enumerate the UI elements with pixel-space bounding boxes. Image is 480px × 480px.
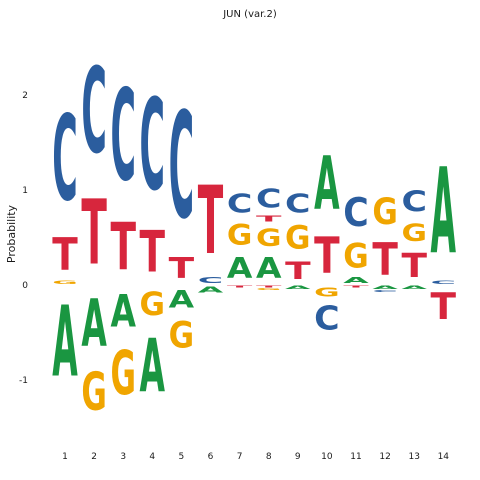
letter-t: T xyxy=(372,233,398,285)
x-tick-label: 6 xyxy=(208,452,214,462)
letter-c: C xyxy=(81,44,106,181)
letter-a: A xyxy=(285,285,312,290)
letter-g: G xyxy=(256,288,281,291)
y-tick-label: 2 xyxy=(22,91,28,101)
letter-t: T xyxy=(169,252,195,285)
letter-a: A xyxy=(81,286,107,362)
letter-a: A xyxy=(343,276,369,285)
letter-t: T xyxy=(256,214,282,223)
letter-a: A xyxy=(372,285,399,290)
letter-g: G xyxy=(343,236,369,276)
letter-a: A xyxy=(140,324,166,409)
y-axis-label: Probability xyxy=(5,204,18,263)
letter-c: C xyxy=(110,62,135,209)
x-tick-label: 10 xyxy=(321,452,333,462)
letter-c: C xyxy=(285,189,310,219)
letter-g: G xyxy=(52,280,78,285)
letter-t: T xyxy=(52,228,78,280)
letter-a: A xyxy=(431,144,457,280)
letter-c: C xyxy=(198,276,223,285)
x-tick-label: 5 xyxy=(179,452,185,462)
y-tick-label: -1 xyxy=(19,376,28,386)
letter-c: C xyxy=(372,290,397,293)
x-tick-label: 3 xyxy=(120,452,126,462)
letter-c: C xyxy=(314,300,340,338)
letter-g: G xyxy=(256,223,281,252)
x-tick-label: 11 xyxy=(350,452,361,462)
letter-a: A xyxy=(256,252,282,285)
letter-t: T xyxy=(256,285,281,288)
letter-c: C xyxy=(256,185,281,215)
chart-title: JUN (var.2) xyxy=(222,9,277,20)
x-tick-label: 2 xyxy=(91,452,97,462)
letter-g: G xyxy=(285,220,310,257)
letter-c: C xyxy=(431,280,457,285)
letter-t: T xyxy=(343,285,368,288)
letter-t: T xyxy=(431,285,457,328)
letter-c: C xyxy=(52,91,77,228)
letter-t: T xyxy=(198,166,224,275)
letter-g: G xyxy=(81,363,106,424)
letter-c: C xyxy=(140,71,165,218)
letter-a: A xyxy=(110,287,136,338)
letter-t: T xyxy=(285,258,311,286)
letter-c: C xyxy=(343,190,368,235)
letter-g: G xyxy=(140,287,165,324)
letter-a: A xyxy=(52,286,77,400)
x-tick-label: 1 xyxy=(62,452,68,462)
letter-a: A xyxy=(401,285,428,290)
letter-g: G xyxy=(401,218,426,247)
y-tick-label: 0 xyxy=(22,281,28,291)
x-tick-label: 4 xyxy=(149,452,155,462)
x-tick-label: 12 xyxy=(379,452,390,462)
letter-g: G xyxy=(227,219,252,252)
x-tick-label: 13 xyxy=(408,452,419,462)
x-axis-ticks: 1 2 3 4 5 6 7 8 9 10 11 12 13 14 xyxy=(62,452,449,462)
x-tick-label: 14 xyxy=(438,452,450,462)
letter-t: T xyxy=(81,181,107,285)
letter-t: T xyxy=(314,228,340,286)
letter-t: T xyxy=(227,285,252,288)
y-tick-label: 1 xyxy=(22,186,28,196)
letter-t: T xyxy=(110,211,136,286)
letter-c: C xyxy=(401,187,427,219)
letter-g: G xyxy=(169,314,195,356)
letter-c: C xyxy=(169,82,194,253)
x-tick-label: 7 xyxy=(237,452,243,462)
letter-t: T xyxy=(140,219,166,285)
letter-a: A xyxy=(314,142,340,227)
logo-letters: GTCATCAGTCAGTCGATCAGCTAAGCTAGTCTGTGCATAG… xyxy=(52,44,457,424)
x-tick-label: 9 xyxy=(295,452,301,462)
letter-g: G xyxy=(314,285,339,299)
letter-t: T xyxy=(401,248,427,285)
y-axis-ticks: -1 0 1 2 xyxy=(19,91,28,386)
letter-g: G xyxy=(372,191,398,233)
x-tick-label: 8 xyxy=(266,452,272,462)
letter-g: G xyxy=(110,338,135,409)
letter-a: A xyxy=(198,285,224,294)
letter-c: C xyxy=(227,189,252,219)
letter-a: A xyxy=(169,285,195,314)
letter-a: A xyxy=(227,252,253,285)
